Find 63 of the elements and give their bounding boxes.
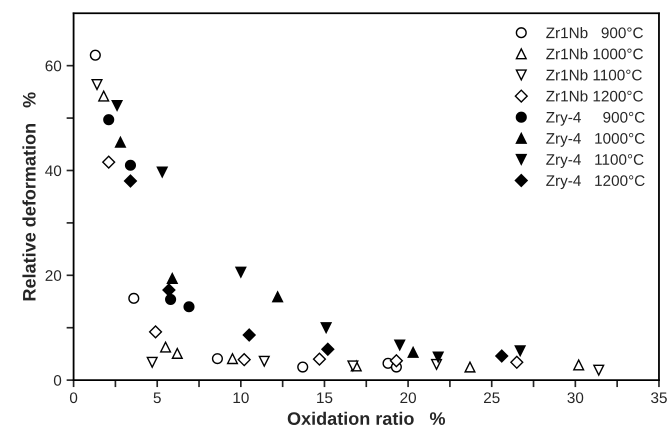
y-tick-label: 0	[54, 374, 62, 386]
point	[432, 352, 444, 363]
point	[258, 356, 270, 367]
point	[124, 160, 136, 171]
point	[102, 156, 116, 169]
y-tick-label: 60	[46, 60, 62, 72]
x-tick-label: 30	[567, 392, 584, 404]
point	[183, 301, 195, 312]
point	[90, 50, 101, 61]
x-tick-label: 35	[651, 392, 667, 404]
point	[165, 294, 176, 305]
point	[312, 352, 326, 366]
point	[593, 364, 604, 376]
x-axis-title: Oxidation ratio %	[288, 412, 446, 425]
point	[408, 346, 419, 358]
point	[394, 339, 406, 351]
point	[242, 328, 256, 342]
point	[114, 136, 126, 148]
x-tick-label: 25	[484, 392, 500, 404]
point	[514, 345, 526, 356]
point	[166, 272, 178, 284]
legend-label: Zr1Nb 1100°C	[546, 69, 642, 80]
point	[112, 100, 123, 112]
x-tick-label: 20	[400, 392, 416, 404]
legend-label: Zry-4 1000°C	[546, 132, 645, 147]
legend-label: Zr1Nb 1000°C	[546, 48, 643, 60]
point	[238, 353, 251, 366]
legend-label: Zry-4 1200°C	[546, 175, 645, 190]
x-tick-label: 5	[154, 392, 161, 404]
point	[226, 353, 238, 364]
legend-label: Zry-4 1100°C	[546, 154, 644, 168]
point	[320, 322, 332, 334]
point	[297, 361, 308, 373]
x-tick-label: 15	[317, 392, 332, 404]
y-tick-label: 20	[46, 270, 62, 281]
point	[124, 174, 138, 188]
point	[162, 283, 176, 297]
y-axis-title: Relative deformation %	[22, 92, 36, 300]
legend-label: Zr1Nb 1200°C	[546, 90, 643, 102]
point	[464, 361, 476, 373]
point	[98, 90, 110, 102]
point	[148, 325, 162, 338]
point	[321, 342, 334, 356]
legend-label: Zr1Nb 900°C	[546, 27, 643, 38]
point	[146, 356, 158, 368]
point	[160, 342, 172, 353]
point	[235, 266, 246, 278]
point	[510, 356, 524, 369]
point	[495, 349, 508, 363]
y-tick-label: 40	[45, 165, 62, 176]
point	[390, 354, 403, 368]
point	[347, 360, 358, 372]
point	[156, 166, 168, 178]
legend-label: Zry-4 900°C	[546, 112, 645, 126]
point	[573, 359, 584, 370]
x-tick-label: 0	[70, 392, 78, 404]
point	[272, 291, 284, 302]
point	[91, 78, 103, 90]
point	[172, 348, 183, 359]
point	[128, 292, 140, 304]
point	[212, 353, 223, 364]
point	[103, 114, 114, 126]
x-tick-label: 10	[234, 392, 249, 404]
